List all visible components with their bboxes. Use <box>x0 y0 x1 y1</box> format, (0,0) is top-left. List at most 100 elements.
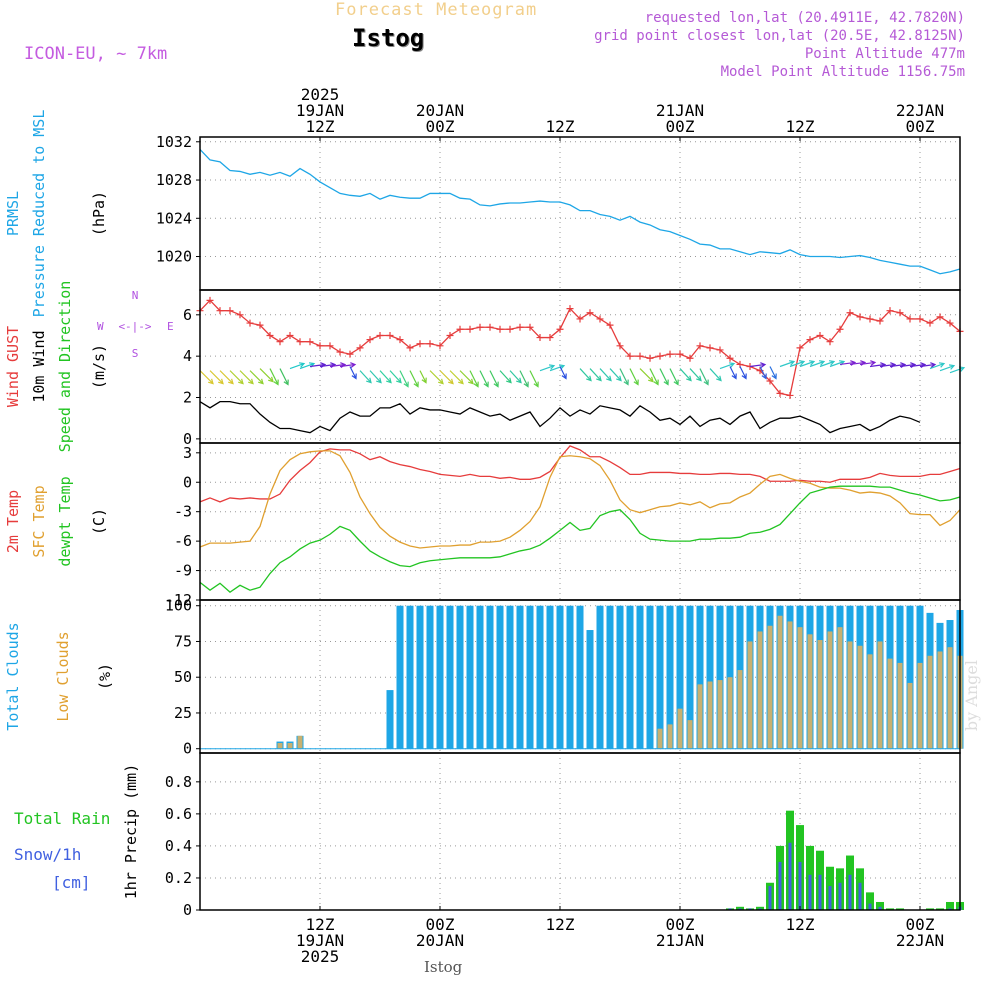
y-axis-label: Snow/1h <box>14 845 81 864</box>
top-time-label: 20JAN <box>416 101 464 120</box>
y-tick-label: 1020 <box>156 248 192 266</box>
bar-snow-h <box>768 885 772 910</box>
gust-marker <box>456 325 464 333</box>
y-axis-label: (hPa) <box>90 191 108 236</box>
y-axis-label: 10m Wind <box>30 330 48 402</box>
bar-low-clouds <box>727 677 733 749</box>
location-name: Istog <box>352 24 425 52</box>
y-tick-label: 75 <box>174 632 192 650</box>
y-axis-label: Low Clouds <box>54 631 72 721</box>
bottom-time-label: 21JAN <box>656 931 704 950</box>
bar-total-clouds <box>686 605 694 749</box>
top-time-label: 21JAN <box>656 101 704 120</box>
y-axis-label: Speed and Direction <box>56 281 74 453</box>
bar-total-clouds <box>516 605 524 749</box>
wind-arrow <box>489 370 499 388</box>
gust-marker <box>656 352 664 360</box>
y-axis-label: 2m Temp <box>4 490 22 553</box>
gust-marker <box>806 336 814 344</box>
bar-snow-h <box>838 882 842 910</box>
gust-marker <box>396 336 404 344</box>
gust-marker <box>406 344 414 352</box>
gust-marker <box>356 344 364 352</box>
wind-arrow <box>239 370 254 385</box>
bar-low-clouds <box>797 627 803 749</box>
bar-total-clouds <box>636 605 644 749</box>
gust-marker <box>556 325 564 333</box>
bottom-time-label: 00Z <box>906 915 935 934</box>
bar-total-clouds <box>486 605 494 749</box>
gust-marker <box>696 342 704 350</box>
y-tick-label: 0.2 <box>165 869 192 887</box>
bar-total-clouds <box>496 605 504 749</box>
bar-low-clouds <box>927 655 933 749</box>
compass-s-label: S <box>132 347 139 360</box>
panel-clouds <box>196 599 964 754</box>
wind-arrow <box>259 368 274 383</box>
gust-marker <box>816 331 824 339</box>
wind-arrow <box>799 360 816 368</box>
wind-arrow <box>289 362 306 370</box>
wind-arrow <box>359 370 372 384</box>
bar-low-clouds <box>677 708 683 749</box>
bar-total-clouds <box>566 605 574 749</box>
wind-arrow <box>729 366 737 380</box>
gust-marker <box>276 338 284 346</box>
bar-low-clouds <box>667 724 673 749</box>
bar-low-clouds <box>857 645 863 749</box>
requested-coords: requested lon,lat (20.4911E, 42.7820N) <box>644 10 965 26</box>
wind-arrow <box>219 370 234 385</box>
bar-total-clouds <box>906 605 914 749</box>
wind-arrow <box>339 362 357 368</box>
wind-arrow <box>249 370 264 385</box>
y-tick-label: 0.8 <box>165 773 192 791</box>
y-tick-label: 0 <box>183 430 192 448</box>
gust-marker <box>916 315 924 323</box>
gust-marker <box>686 354 694 362</box>
bar-low-clouds <box>937 651 943 749</box>
wind-arrow <box>529 370 539 388</box>
gust-marker <box>436 342 444 350</box>
bar-snow-h <box>758 908 762 910</box>
gust-marker <box>506 325 514 333</box>
bar-total-clouds <box>386 690 394 749</box>
bar-snow-h <box>728 908 732 910</box>
bar-total-clouds <box>466 605 474 749</box>
bar-low-clouds <box>697 684 703 749</box>
gust-marker <box>856 313 864 321</box>
wind-arrow <box>759 366 767 380</box>
wind-arrow <box>269 368 279 386</box>
bar-snow-h <box>788 842 792 910</box>
bar-low-clouds <box>707 681 713 749</box>
gust-marker <box>896 309 904 317</box>
bar-low-clouds <box>757 631 763 749</box>
bar-snow-h <box>738 908 742 910</box>
bar-total-clouds <box>536 605 544 749</box>
compass-arrow-label: <-|-> <box>118 320 151 333</box>
wind-arrow <box>209 370 224 385</box>
gust-marker <box>426 340 434 348</box>
wind-arrow <box>769 366 777 380</box>
bar-total-clouds <box>576 605 584 749</box>
top-time-label: 12Z <box>306 117 335 136</box>
model-label: ICON-EU, ~ 7km <box>24 44 168 64</box>
gust-marker <box>886 307 894 315</box>
bar-snow-h <box>798 861 802 910</box>
y-tick-label: 50 <box>174 668 192 686</box>
bar-low-clouds <box>297 735 303 749</box>
gust-marker <box>936 313 944 321</box>
wind-arrow <box>429 370 444 385</box>
series-line-dewpt-temp <box>199 485 961 593</box>
y-tick-label: 2 <box>183 389 192 407</box>
gust-marker <box>636 352 644 360</box>
gust-marker <box>376 331 384 339</box>
bar-total-clouds <box>626 605 634 749</box>
bar-total-clouds <box>606 605 614 749</box>
bar-snow-h <box>848 874 852 910</box>
point-altitude: Point Altitude 477m <box>804 46 965 62</box>
wind-arrow <box>229 370 244 385</box>
bar-total-rain <box>886 908 894 910</box>
bar-low-clouds <box>807 634 813 749</box>
y-axis-label: 1hr Precip (mm) <box>122 764 140 899</box>
